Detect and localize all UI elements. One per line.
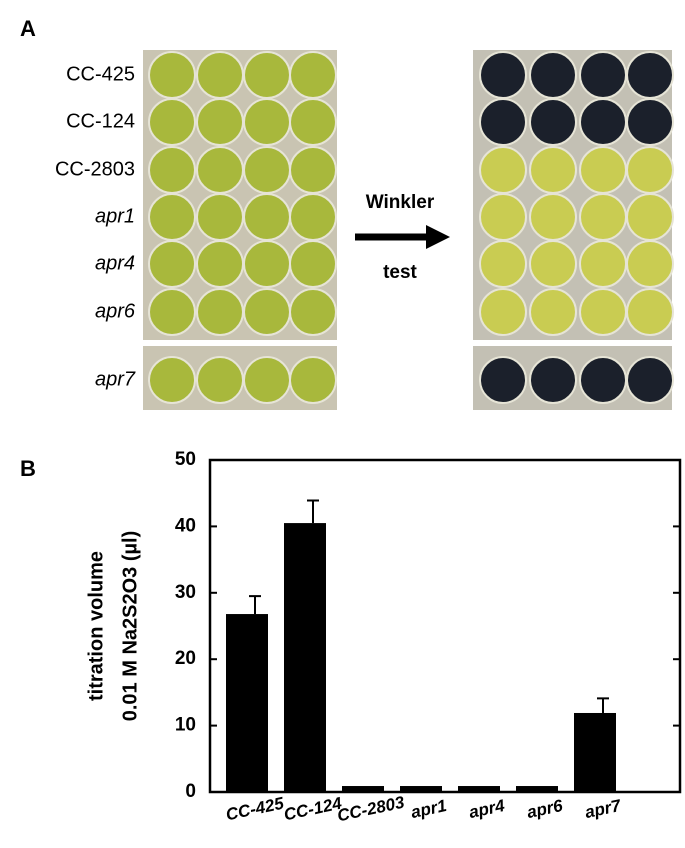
well <box>196 193 244 241</box>
well <box>148 240 196 288</box>
well <box>243 146 291 194</box>
well <box>479 288 527 336</box>
row-label: CC-124 <box>66 110 135 132</box>
y-axis-label: titration volume <box>85 551 107 701</box>
well <box>479 146 527 194</box>
well <box>579 146 627 194</box>
y-axis-label: 0.01 M Na2S2O3 (µl) <box>119 531 141 722</box>
x-tick-label: CC-425 <box>224 794 286 825</box>
well <box>479 356 527 404</box>
well <box>579 240 627 288</box>
well <box>626 51 674 99</box>
well <box>626 240 674 288</box>
well <box>196 146 244 194</box>
well <box>529 288 577 336</box>
well <box>289 146 337 194</box>
y-tick-label: 50 <box>175 449 196 470</box>
well <box>289 288 337 336</box>
well <box>529 51 577 99</box>
x-tick-label: apr4 <box>467 796 507 822</box>
y-tick-label: 40 <box>175 515 196 536</box>
well <box>479 240 527 288</box>
bar <box>284 523 326 792</box>
row-label: apr4 <box>95 252 135 274</box>
arrow-label: Winkler <box>366 192 435 213</box>
well <box>579 356 627 404</box>
well <box>479 193 527 241</box>
panel-label: B <box>20 456 36 481</box>
well <box>529 356 577 404</box>
well <box>479 98 527 146</box>
well <box>289 240 337 288</box>
row-label: CC-2803 <box>55 158 135 180</box>
well <box>529 98 577 146</box>
bar <box>458 786 500 792</box>
bar <box>516 786 558 792</box>
well <box>626 98 674 146</box>
y-tick-label: 30 <box>175 582 196 603</box>
well <box>196 240 244 288</box>
well <box>529 240 577 288</box>
well <box>196 98 244 146</box>
well <box>289 356 337 404</box>
well <box>148 193 196 241</box>
well <box>148 98 196 146</box>
well <box>243 98 291 146</box>
well <box>148 146 196 194</box>
well <box>626 193 674 241</box>
well <box>479 51 527 99</box>
well <box>579 288 627 336</box>
well <box>579 193 627 241</box>
panel-label: A <box>20 16 36 41</box>
well <box>196 288 244 336</box>
y-tick-label: 20 <box>175 648 196 669</box>
well <box>579 98 627 146</box>
x-tick-label: apr1 <box>409 796 448 822</box>
bar <box>400 786 442 792</box>
x-tick-label: CC-2803 <box>336 793 407 826</box>
bar <box>342 786 384 792</box>
y-tick-label: 10 <box>175 715 196 736</box>
row-label: apr7 <box>95 368 136 390</box>
plot-frame <box>208 458 682 794</box>
well <box>243 193 291 241</box>
well <box>626 146 674 194</box>
bar <box>574 712 616 792</box>
arrow <box>355 225 450 249</box>
well <box>529 146 577 194</box>
well <box>289 98 337 146</box>
well <box>148 356 196 404</box>
arrow-label: test <box>383 262 417 283</box>
row-label: apr6 <box>95 300 136 322</box>
well <box>626 356 674 404</box>
x-tick-label: CC-124 <box>282 794 344 825</box>
well <box>243 51 291 99</box>
well <box>579 51 627 99</box>
well <box>196 356 244 404</box>
well <box>529 193 577 241</box>
well <box>289 193 337 241</box>
well <box>243 356 291 404</box>
well <box>289 51 337 99</box>
arrow-head <box>426 225 450 249</box>
x-tick-label: apr6 <box>525 796 565 822</box>
well <box>196 51 244 99</box>
well <box>626 288 674 336</box>
well <box>243 288 291 336</box>
well <box>148 51 196 99</box>
bar <box>226 614 268 792</box>
y-tick-label: 0 <box>185 781 196 802</box>
well <box>148 288 196 336</box>
well <box>243 240 291 288</box>
x-tick-label: apr7 <box>583 796 624 822</box>
row-label: apr1 <box>95 205 135 227</box>
row-label: CC-425 <box>66 63 135 85</box>
